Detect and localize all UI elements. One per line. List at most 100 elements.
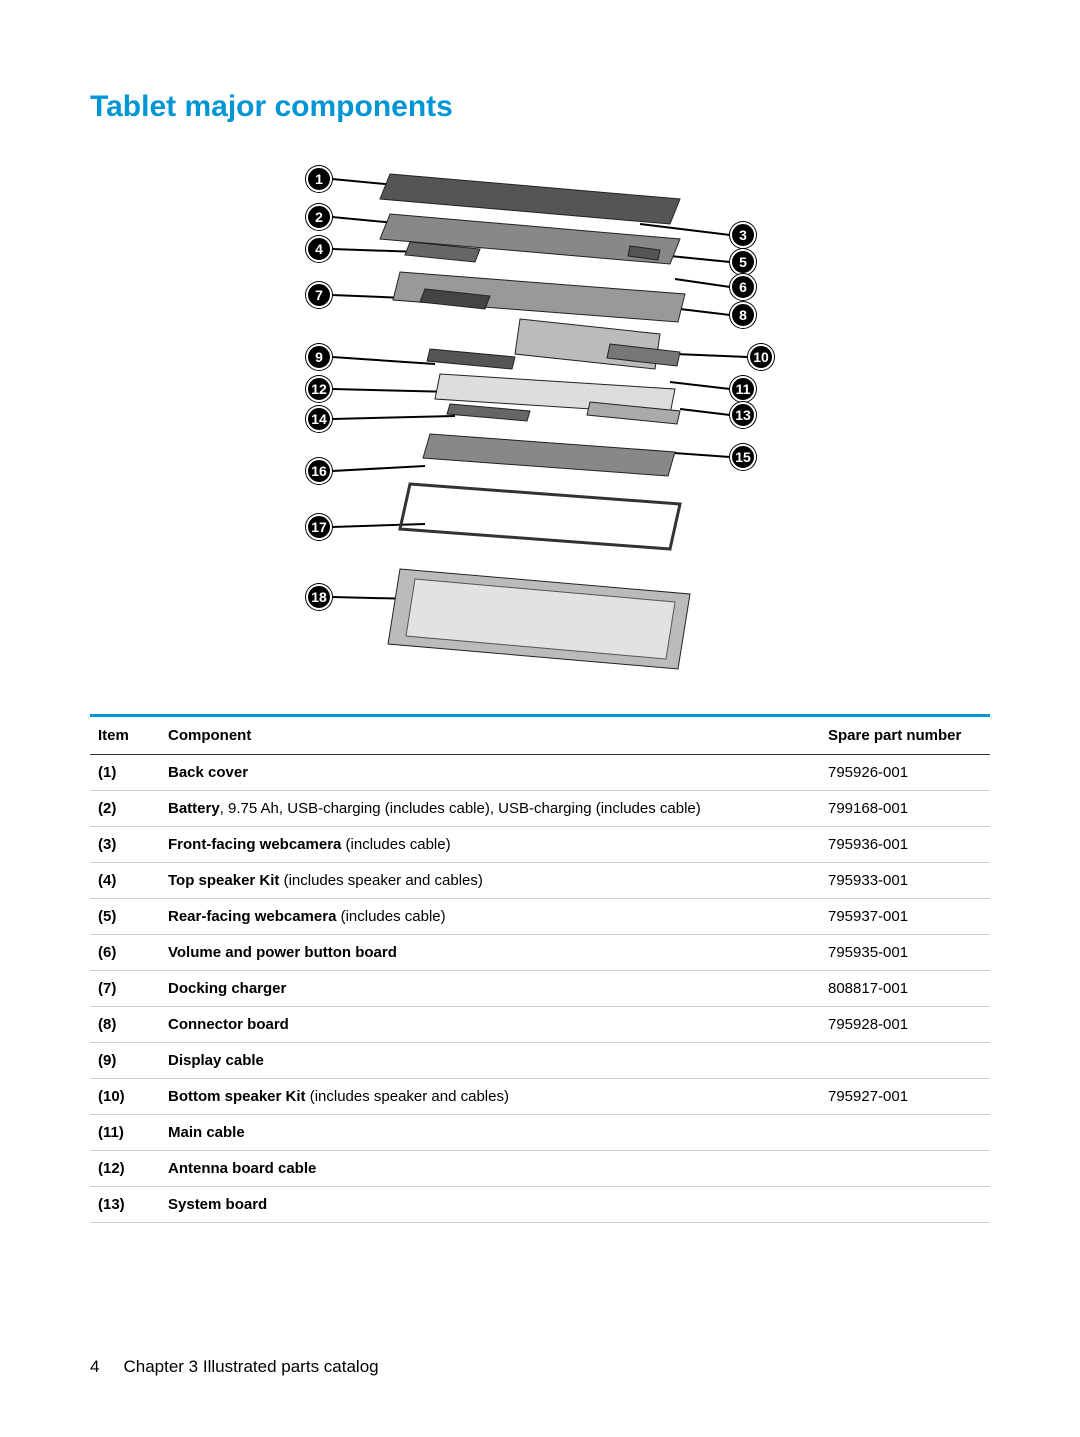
cell-part-number: 795928-001 (820, 1007, 990, 1043)
cell-part-number: 795927-001 (820, 1079, 990, 1115)
cell-component: Bottom speaker Kit (includes speaker and… (160, 1079, 820, 1115)
callout-2: 2 (306, 204, 332, 230)
cell-item: (3) (90, 827, 160, 863)
component-name: Antenna board cable (168, 1160, 316, 1177)
callout-3: 3 (730, 222, 756, 248)
callout-10: 10 (748, 344, 774, 370)
callout-8: 8 (730, 302, 756, 328)
component-name: Display cable (168, 1052, 264, 1069)
cell-item: (7) (90, 971, 160, 1007)
callout-13: 13 (730, 402, 756, 428)
component-name: Main cable (168, 1124, 245, 1141)
header-item: Item (90, 716, 160, 755)
component-name: Top speaker Kit (168, 872, 279, 889)
cell-item: (5) (90, 899, 160, 935)
cell-component: Back cover (160, 755, 820, 791)
component-name: Docking charger (168, 980, 286, 997)
cell-component: Docking charger (160, 971, 820, 1007)
component-detail: (includes speaker and cables) (306, 1088, 509, 1105)
callout-5: 5 (730, 249, 756, 275)
cell-part-number: 795933-001 (820, 863, 990, 899)
header-component: Component (160, 716, 820, 755)
diagram-svg (280, 154, 800, 684)
cell-item: (6) (90, 935, 160, 971)
cell-component: Connector board (160, 1007, 820, 1043)
component-detail: (includes cable) (341, 836, 450, 853)
table-row: (12) Antenna board cable (90, 1151, 990, 1187)
cell-part-number (820, 1151, 990, 1187)
component-name: Connector board (168, 1016, 289, 1033)
cell-component: Display cable (160, 1043, 820, 1079)
cell-item: (11) (90, 1115, 160, 1151)
table-row: (1) Back cover 795926-001 (90, 755, 990, 791)
component-name: Rear-facing webcamera (168, 908, 336, 925)
callout-9: 9 (306, 344, 332, 370)
table-row: (13) System board (90, 1187, 990, 1223)
callout-16: 16 (306, 458, 332, 484)
component-name: System board (168, 1196, 267, 1213)
cell-item: (8) (90, 1007, 160, 1043)
cell-part-number: 795935-001 (820, 935, 990, 971)
header-part: Spare part number (820, 716, 990, 755)
page-footer: 4 Chapter 3 Illustrated parts catalog (90, 1357, 379, 1377)
cell-component: Main cable (160, 1115, 820, 1151)
table-row: (8) Connector board 795928-001 (90, 1007, 990, 1043)
cell-item: (10) (90, 1079, 160, 1115)
chapter-label: Chapter 3 Illustrated parts catalog (123, 1357, 378, 1377)
cell-component: Rear-facing webcamera (includes cable) (160, 899, 820, 935)
cell-part-number (820, 1043, 990, 1079)
exploded-diagram: 123456789101112131415161718 (280, 154, 800, 684)
cell-item: (12) (90, 1151, 160, 1187)
table-row: (5)Rear-facing webcamera (includes cable… (90, 899, 990, 935)
component-detail: (includes cable) (336, 908, 445, 925)
table-row: (4)Top speaker Kit (includes speaker and… (90, 863, 990, 899)
cell-component: Top speaker Kit (includes speaker and ca… (160, 863, 820, 899)
page-title: Tablet major components (90, 90, 990, 124)
table-row: (10)Bottom speaker Kit (includes speaker… (90, 1079, 990, 1115)
components-table: Item Component Spare part number (1) Back… (90, 714, 990, 1223)
page-number: 4 (90, 1357, 99, 1377)
cell-part-number: 799168-001 (820, 791, 990, 827)
cell-part-number: 795926-001 (820, 755, 990, 791)
cell-item: (1) (90, 755, 160, 791)
component-name: Back cover (168, 764, 248, 781)
table-body: (1)Back cover795926-001(2)Battery, 9.75 … (90, 755, 990, 1223)
cell-component: Front-facing webcamera (includes cable) (160, 827, 820, 863)
cell-part-number (820, 1115, 990, 1151)
table-row: (2)Battery, 9.75 Ah, USB-charging (inclu… (90, 791, 990, 827)
cell-part-number (820, 1187, 990, 1223)
cell-component: Battery, 9.75 Ah, USB-charging (includes… (160, 791, 820, 827)
callout-17: 17 (306, 514, 332, 540)
cell-part-number: 795936-001 (820, 827, 990, 863)
cell-item: (2) (90, 791, 160, 827)
component-detail: , 9.75 Ah, USB-charging (includes cable)… (220, 800, 701, 817)
component-detail: (includes speaker and cables) (279, 872, 482, 889)
table-row: (9) Display cable (90, 1043, 990, 1079)
table-row: (6) Volume and power button board 795935-0… (90, 935, 990, 971)
callout-1: 1 (306, 166, 332, 192)
callout-6: 6 (730, 274, 756, 300)
callout-11: 11 (730, 376, 756, 402)
component-name: Bottom speaker Kit (168, 1088, 306, 1105)
table-row: (3)Front-facing webcamera (includes cabl… (90, 827, 990, 863)
table-header-row: Item Component Spare part number (90, 716, 990, 755)
callout-12: 12 (306, 376, 332, 402)
cell-part-number: 808817-001 (820, 971, 990, 1007)
cell-item: (4) (90, 863, 160, 899)
component-name: Volume and power button board (168, 944, 397, 961)
table-row: (11) Main cable (90, 1115, 990, 1151)
cell-item: (9) (90, 1043, 160, 1079)
cell-component: Volume and power button board (160, 935, 820, 971)
table-row: (7) Docking charger 808817-001 (90, 971, 990, 1007)
callout-14: 14 (306, 406, 332, 432)
callout-4: 4 (306, 236, 332, 262)
cell-item: (13) (90, 1187, 160, 1223)
exploded-diagram-wrap: 123456789101112131415161718 (90, 154, 990, 684)
component-name: Battery (168, 800, 220, 817)
cell-part-number: 795937-001 (820, 899, 990, 935)
callout-15: 15 (730, 444, 756, 470)
component-name: Front-facing webcamera (168, 836, 341, 853)
callout-7: 7 (306, 282, 332, 308)
cell-component: Antenna board cable (160, 1151, 820, 1187)
callout-18: 18 (306, 584, 332, 610)
